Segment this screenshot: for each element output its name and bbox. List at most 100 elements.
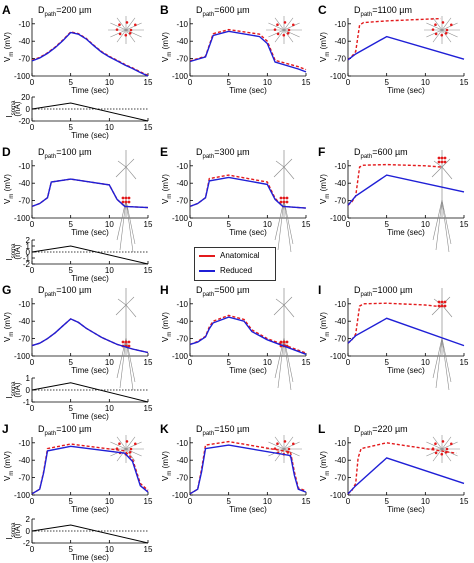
x-tick-label: 15 [302, 78, 311, 87]
synapse-marker [440, 300, 444, 304]
dendrite-branch [435, 337, 443, 389]
dendrite-branch [283, 296, 293, 306]
x-tick-label: 0 [30, 358, 35, 367]
y-tick-label: -40 [176, 37, 188, 46]
dendrite-branch [116, 29, 127, 43]
synapse-marker [282, 33, 286, 37]
y-axis-unit: (nA) [13, 382, 22, 397]
synapse-marker [434, 442, 437, 446]
dendrite-branch [283, 337, 294, 383]
dendrite-branch [283, 158, 293, 168]
dpath-label: Dpath=600 µm [354, 147, 408, 160]
y-tick-label: -70 [334, 474, 346, 483]
synapse-marker [128, 450, 132, 454]
y-tick-label: -10 [334, 20, 346, 29]
x-tick-label: 15 [144, 358, 153, 367]
dendrite-branch [426, 441, 443, 450]
dendrite-branch [125, 29, 136, 43]
x-tick-label: 10 [105, 123, 114, 132]
y-tick-label: -100 [330, 491, 347, 500]
y-tick-label: 1 [26, 374, 31, 383]
x-tick-label: 5 [226, 497, 231, 506]
dpath-label: Dpath=200 µm [38, 5, 92, 18]
synapse-marker [282, 340, 286, 344]
y-axis-label: Isoma [5, 522, 17, 540]
dendrite-branch [441, 304, 453, 318]
y-tick-label: -10 [18, 300, 30, 309]
series-line-current [31, 382, 149, 403]
synapse-marker [440, 452, 444, 456]
dendrite-branch [125, 199, 136, 245]
y-tick-label: -40 [18, 456, 30, 465]
synapse-marker [282, 200, 286, 204]
synapse-marker [134, 442, 137, 446]
synapse-marker [124, 33, 128, 37]
legend-item-reduced: Reduced [195, 263, 275, 278]
x-tick-label: 0 [346, 358, 351, 367]
dpath-label: Dpath=1000 µm [354, 285, 413, 298]
dendrite-branch [283, 166, 295, 180]
series-line-reduced [31, 178, 149, 209]
series-line-reduced [347, 174, 465, 206]
synapse-marker [282, 196, 286, 200]
x-tick-label: 15 [302, 358, 311, 367]
dendrite-branch [432, 17, 443, 31]
y-tick-label: -70 [334, 197, 346, 206]
dpath-label: Dpath=220 µm [354, 424, 408, 437]
synapse-marker [286, 31, 290, 35]
synapse-marker [127, 196, 131, 200]
panel-letter: E [160, 145, 168, 159]
synapse-marker [127, 340, 131, 344]
x-tick-label: 10 [263, 78, 272, 87]
x-axis-label: Time (sec) [229, 505, 267, 514]
x-tick-label: 10 [263, 358, 272, 367]
x-axis-label: Time (sec) [71, 131, 109, 140]
neuron-morphology-icon [431, 288, 453, 391]
y-axis-label: Vm (mV) [161, 32, 173, 62]
synapse-marker [127, 200, 131, 204]
legend-swatch-anatomical [199, 254, 215, 257]
synapse-marker [287, 28, 291, 32]
series-line-current [31, 524, 149, 544]
y-tick-label: -100 [14, 214, 31, 223]
dendrite-branch [441, 337, 450, 391]
y-axis-label: Isoma [5, 100, 17, 118]
dendrite-branch [441, 17, 452, 31]
y-tick-label: 0 [26, 527, 31, 536]
neuron-morphology-icon [266, 16, 302, 44]
y-axis-label: Vm (mV) [319, 312, 331, 342]
synapse-marker [276, 23, 279, 27]
series-line-reduced [189, 176, 307, 209]
synapse-marker [444, 31, 448, 35]
y-tick-label: -40 [334, 317, 346, 326]
y-tick-label: 2 [26, 236, 31, 245]
dendrite-branch [283, 448, 300, 457]
synapse-marker [443, 156, 447, 160]
y-tick-label: -10 [18, 162, 30, 171]
dendrite-branch [283, 199, 294, 245]
synapse-marker [129, 28, 133, 32]
dendrite-branch [273, 304, 285, 316]
dendrite-branch [275, 298, 285, 306]
dendrite-branch [432, 199, 443, 241]
y-tick-label: -100 [14, 352, 31, 361]
dendrite-branch [268, 29, 285, 38]
x-tick-label: 15 [460, 220, 469, 229]
neuron-morphology-icon [424, 16, 460, 44]
synapse-marker [276, 32, 280, 36]
synapse-marker [285, 196, 289, 200]
y-tick-label: -40 [176, 179, 188, 188]
dendrite-branch [125, 304, 137, 318]
y-tick-label: -100 [14, 72, 31, 81]
y-tick-label: 20 [21, 93, 30, 102]
x-tick-label: 0 [188, 497, 193, 506]
y-tick-label: -40 [334, 37, 346, 46]
panel-b-voltage: -10 -40 -70 -1000 5 10 15 Time (sec) Vm (mV) B Dpa… [160, 3, 311, 95]
x-tick-label: 5 [226, 220, 231, 229]
legend-item-anatomical: Anatomical [195, 248, 275, 263]
panel-e-voltage: -10 -40 -70 -1000 5 10 15 Time (sec) Vm (mV) E Dpa… [160, 145, 311, 253]
x-tick-label: 5 [68, 497, 73, 506]
dendrite-branch [125, 448, 136, 462]
x-tick-label: 15 [144, 78, 153, 87]
